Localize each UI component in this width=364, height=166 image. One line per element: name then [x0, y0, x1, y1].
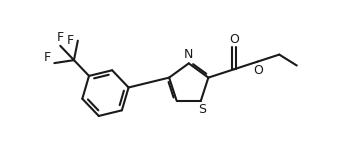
Text: F: F [66, 34, 74, 47]
Text: O: O [229, 33, 239, 46]
Text: F: F [57, 31, 64, 44]
Text: S: S [198, 103, 206, 116]
Text: N: N [183, 48, 193, 61]
Text: F: F [44, 51, 51, 64]
Text: O: O [253, 64, 263, 77]
